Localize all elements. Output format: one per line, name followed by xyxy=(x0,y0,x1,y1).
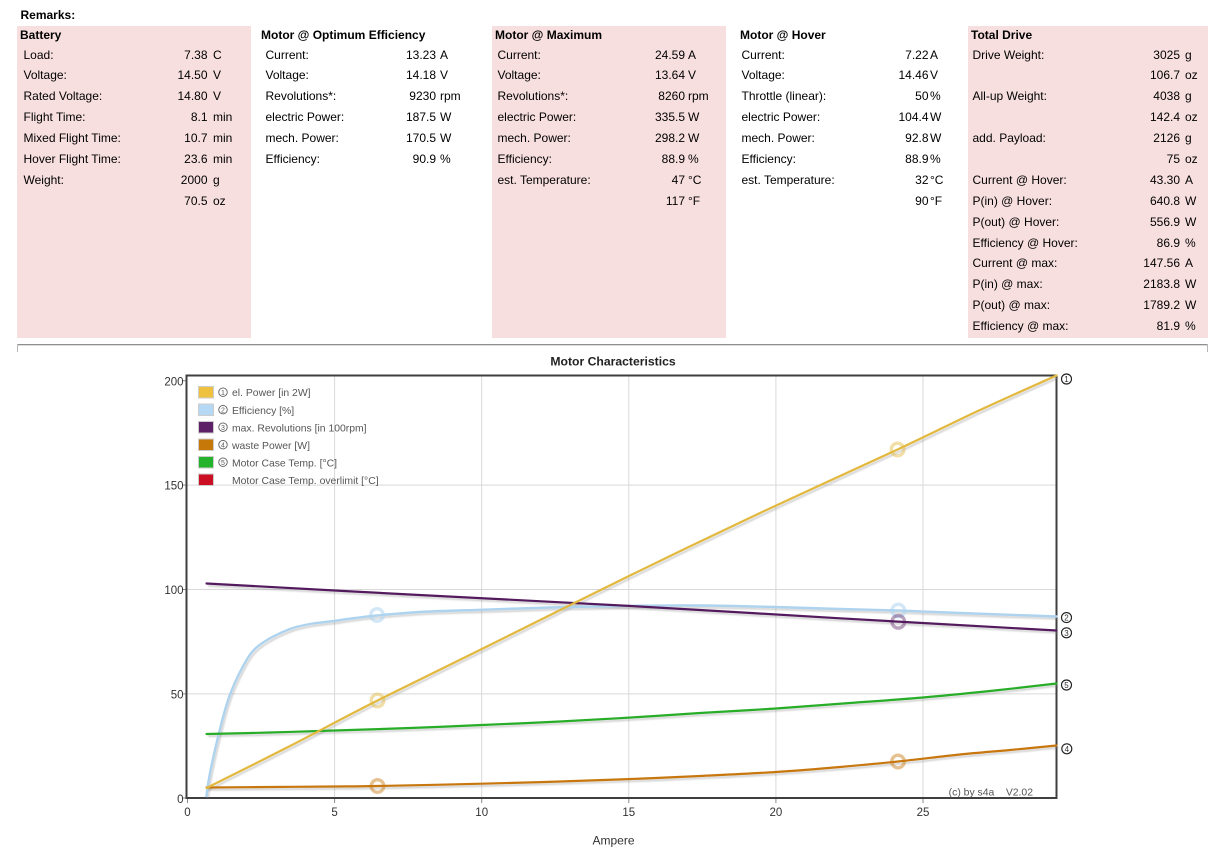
svg-text:5: 5 xyxy=(1064,681,1069,690)
svg-text:150: 150 xyxy=(164,481,183,493)
svg-text:1: 1 xyxy=(1064,375,1069,384)
svg-text:0: 0 xyxy=(177,794,183,806)
svg-text:3: 3 xyxy=(1064,629,1069,638)
svg-text:1: 1 xyxy=(221,390,225,397)
svg-text:Motor Characteristics: Motor Characteristics xyxy=(550,355,676,369)
svg-text:waste Power [W]: waste Power [W] xyxy=(231,441,310,452)
svg-text:Efficiency [%]: Efficiency [%] xyxy=(232,406,294,417)
svg-text:Motor Case Temp. [°C]: Motor Case Temp. [°C] xyxy=(232,458,337,469)
svg-text:(c) by s4a V2.02: (c) by s4a V2.02 xyxy=(949,788,1034,799)
svg-text:max. Revolutions [in 100rpm]: max. Revolutions [in 100rpm] xyxy=(232,423,367,434)
svg-text:10: 10 xyxy=(475,807,488,819)
svg-text:2: 2 xyxy=(1064,614,1069,623)
svg-text:5: 5 xyxy=(221,460,225,467)
svg-text:Ampere: Ampere xyxy=(592,834,634,848)
svg-text:4: 4 xyxy=(221,443,225,450)
svg-text:200: 200 xyxy=(164,376,183,388)
svg-text:100: 100 xyxy=(164,585,183,597)
svg-text:50: 50 xyxy=(171,690,184,702)
svg-text:20: 20 xyxy=(770,807,783,819)
svg-text:25: 25 xyxy=(917,807,930,819)
svg-text:2: 2 xyxy=(221,408,225,415)
svg-text:15: 15 xyxy=(622,807,635,819)
svg-text:5: 5 xyxy=(331,807,337,819)
svg-text:Motor Case Temp. overlimit [°C: Motor Case Temp. overlimit [°C] xyxy=(232,476,379,487)
svg-text:0: 0 xyxy=(184,807,190,819)
svg-text:4: 4 xyxy=(1065,745,1070,754)
svg-text:3: 3 xyxy=(221,425,225,432)
svg-text:el. Power [in 2W]: el. Power [in 2W] xyxy=(232,388,311,399)
